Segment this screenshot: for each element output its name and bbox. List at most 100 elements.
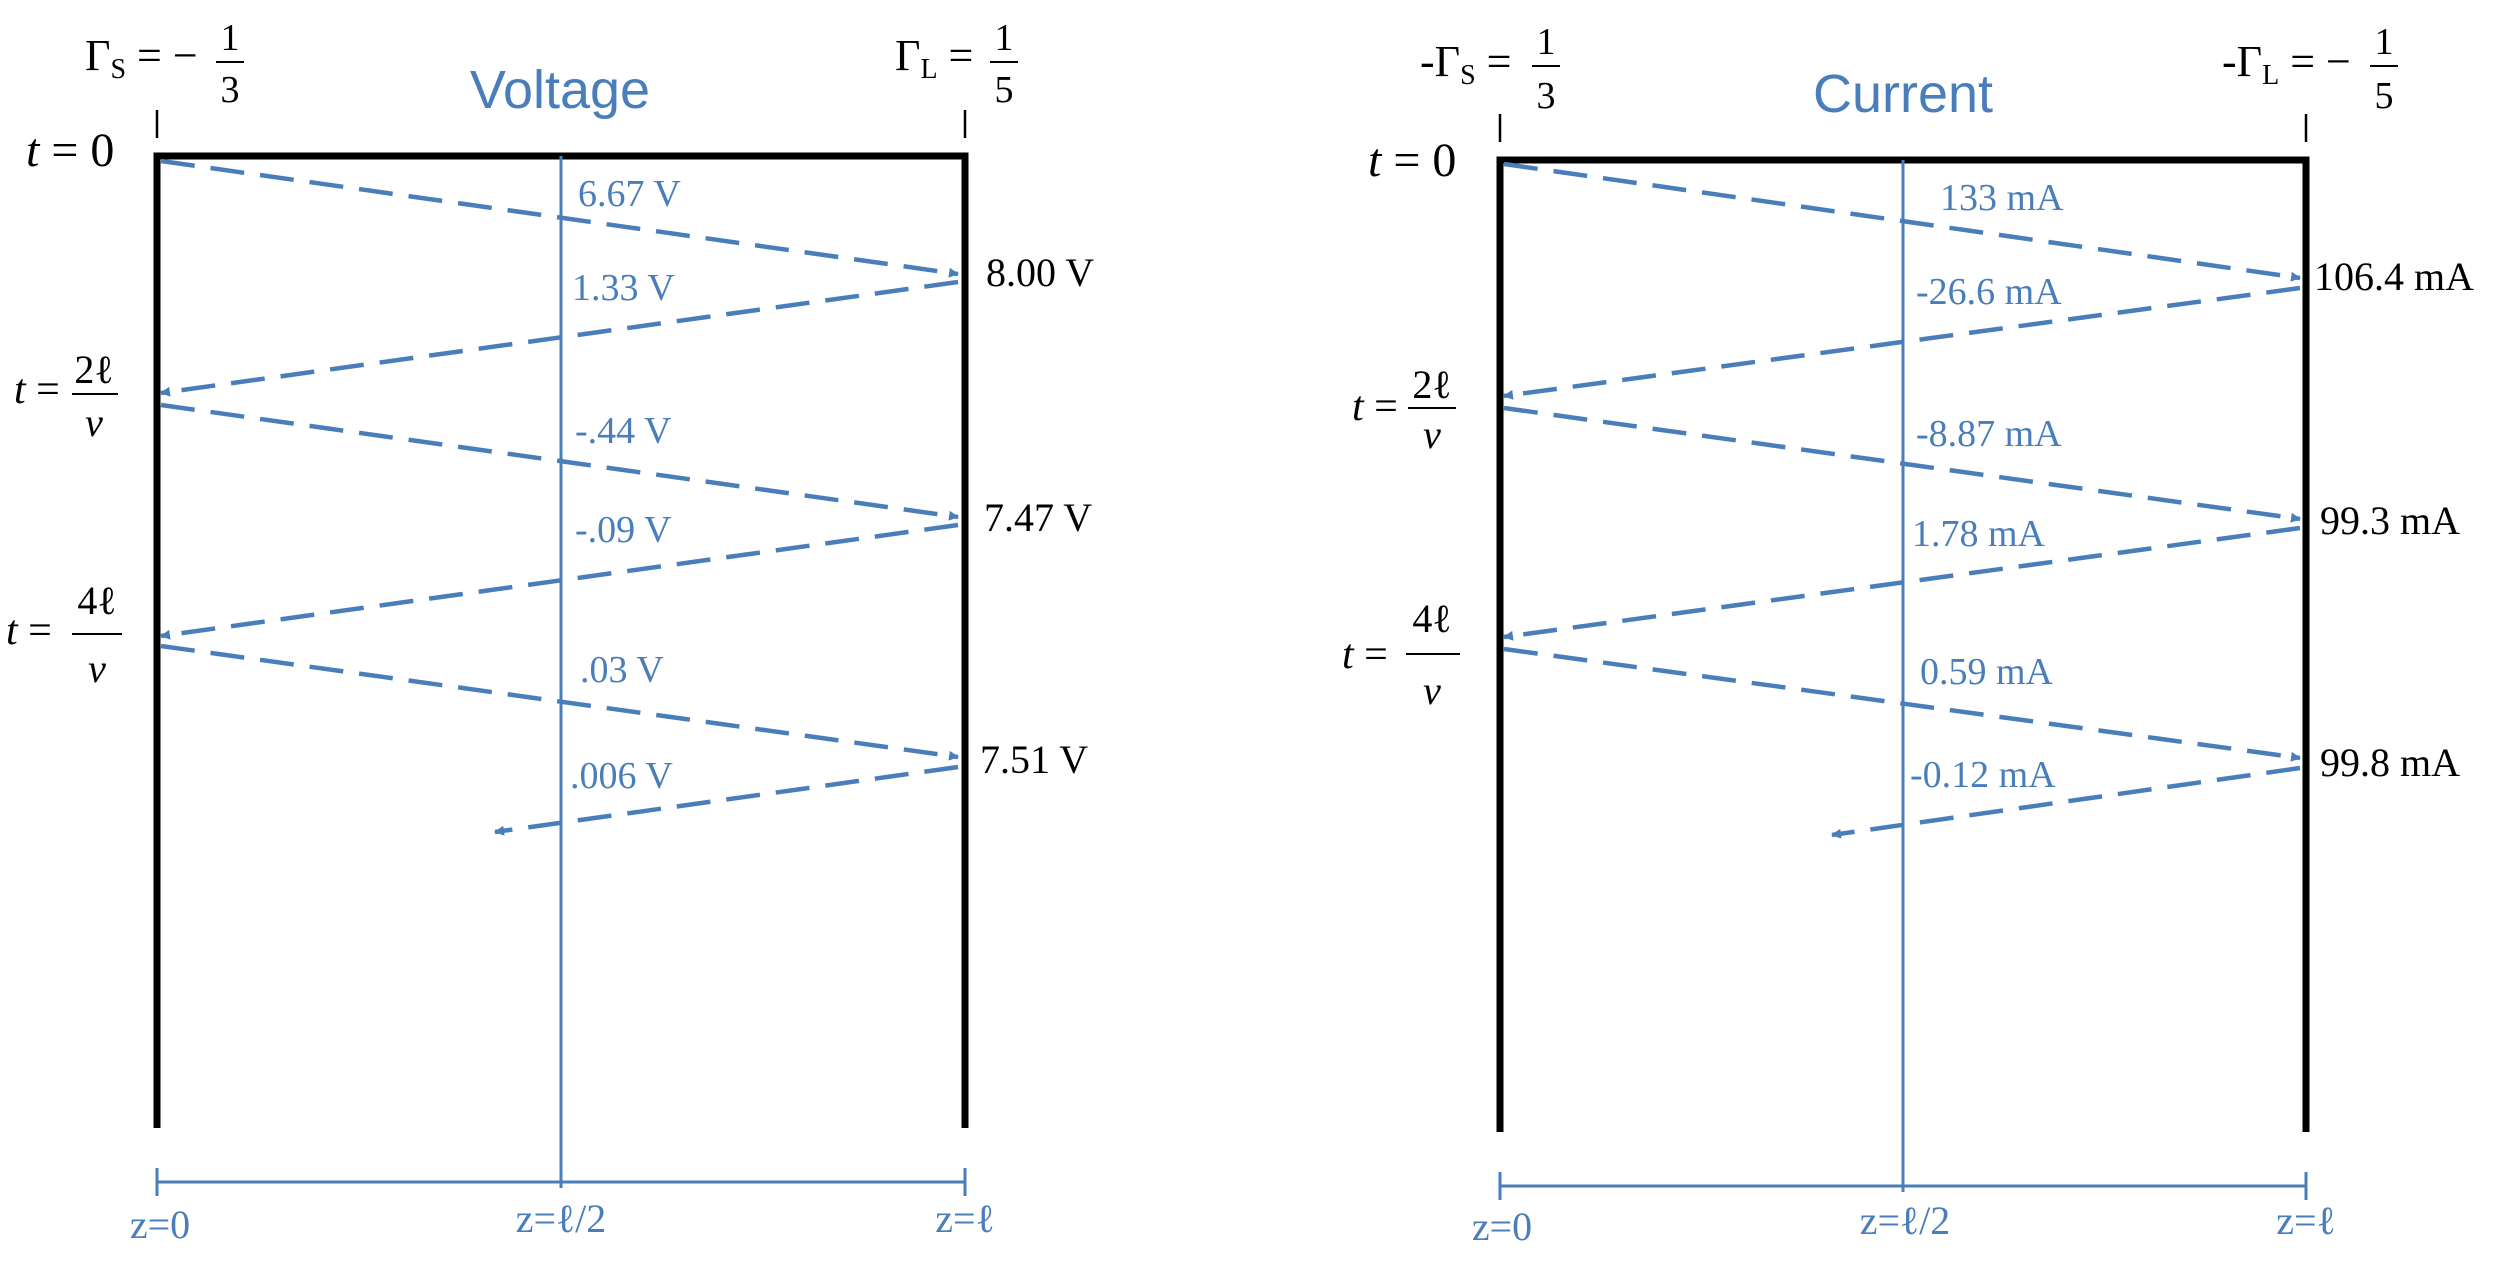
wave-label-1: 6.67 V xyxy=(578,173,681,215)
gamma-symbol: Γ xyxy=(895,31,920,80)
wave-arrow-5 xyxy=(1503,646,2301,762)
current-panel: Current -ΓS = 1 3 -ΓL = − 1 5 t = 0 t = … xyxy=(1342,21,2474,1249)
gamma-symbol: Γ xyxy=(2237,37,2262,86)
t4-denominator: v xyxy=(88,646,106,691)
svg-text:t =: t = xyxy=(1352,384,1398,430)
wave-arrow-2 xyxy=(1503,285,2301,400)
wave-label-6: -0.12 mA xyxy=(1910,754,2056,796)
t2-numerator: 2ℓ xyxy=(74,347,113,392)
wave-arrow-4 xyxy=(1503,525,2301,641)
load-value-3: 99.8 mA xyxy=(2320,740,2460,785)
gamma-s-denominator: 3 xyxy=(1537,75,1556,117)
wave-arrow-6 xyxy=(1831,765,2301,839)
gamma-subscript-l: L xyxy=(2262,60,2279,91)
position-axis xyxy=(155,1168,967,1196)
wave-arrow-4 xyxy=(160,522,959,640)
t2-denominator: v xyxy=(1423,412,1441,457)
svg-text:t = 0: t = 0 xyxy=(1368,134,1456,187)
gamma-s-sign: − xyxy=(173,31,198,80)
wave-label-5: .03 V xyxy=(580,649,664,691)
gamma-s-numerator: 1 xyxy=(1537,21,1556,63)
t4-denominator: v xyxy=(1423,668,1441,713)
time-label-t4: t = 4ℓ v xyxy=(1342,596,1460,713)
gamma-subscript-s: S xyxy=(1460,60,1476,91)
gamma-l-prefix: - xyxy=(2222,37,2237,86)
voltage-panel: Voltage ΓS = − 1 3 ΓL = 1 5 t = 0 t = 2ℓ xyxy=(6,17,1094,1247)
wave-label-4: 1.78 mA xyxy=(1912,513,2046,555)
time-zero-value: 0 xyxy=(90,124,114,177)
wave-label-6: .006 V xyxy=(570,755,673,797)
t4-numerator: 4ℓ xyxy=(77,578,116,623)
position-axis xyxy=(1498,1172,2308,1200)
bounce-arrows xyxy=(1503,161,2301,839)
wave-labels: 6.67 V 1.33 V -.44 V -.09 V .03 V .006 V xyxy=(570,173,681,797)
gamma-subscript-s: S xyxy=(110,54,126,85)
wave-arrow-3 xyxy=(1503,405,2301,523)
svg-text:-ΓL = −: -ΓL = − xyxy=(2222,37,2351,91)
z-label-mid: z=ℓ/2 xyxy=(516,1196,607,1241)
time-label-t0: t = 0 xyxy=(26,124,114,177)
gamma-symbol: Γ xyxy=(85,31,110,80)
z-label-0: z=0 xyxy=(1472,1204,1532,1249)
svg-text:-ΓS =: -ΓS = xyxy=(1420,37,1512,91)
gamma-s-denominator: 3 xyxy=(221,69,240,111)
svg-text:t =: t = xyxy=(6,608,52,654)
load-value-2: 7.47 V xyxy=(984,495,1092,540)
panel-title-current: Current xyxy=(1813,64,1993,124)
position-labels: z=0 z=ℓ/2 z=ℓ xyxy=(130,1196,995,1247)
wave-label-3: -.44 V xyxy=(575,410,672,452)
gamma-s-label: -ΓS = 1 3 xyxy=(1420,21,1560,117)
wave-label-3: -8.87 mA xyxy=(1916,413,2062,455)
wave-arrow-6 xyxy=(494,764,959,836)
time-label-t2: t = 2ℓ v xyxy=(1352,362,1456,457)
svg-text:ΓL =: ΓL = xyxy=(895,31,973,85)
t2-numerator: 2ℓ xyxy=(1412,362,1451,407)
z-label-end: z=ℓ xyxy=(935,1196,994,1241)
gamma-l-numerator: 1 xyxy=(2375,21,2394,63)
svg-text:t =: t = xyxy=(14,367,60,413)
load-values: 8.00 V 7.47 V 7.51 V xyxy=(980,250,1094,782)
svg-text:t = 0: t = 0 xyxy=(26,124,114,177)
gamma-l-numerator: 1 xyxy=(995,17,1014,59)
time-label-t4: t = 4ℓ v xyxy=(6,578,122,691)
wave-label-2: -26.6 mA xyxy=(1916,271,2062,313)
z-label-mid: z=ℓ/2 xyxy=(1860,1198,1951,1243)
load-values: 106.4 mA 99.3 mA 99.8 mA xyxy=(2314,254,2474,785)
gamma-symbol: Γ xyxy=(1435,37,1460,86)
wave-label-1: 133 mA xyxy=(1940,177,2064,219)
wave-label-5: 0.59 mA xyxy=(1920,651,2054,693)
gamma-s-prefix: - xyxy=(1420,37,1435,86)
z-label-end: z=ℓ xyxy=(2276,1198,2335,1243)
load-value-1: 106.4 mA xyxy=(2314,254,2474,299)
position-labels: z=0 z=ℓ/2 z=ℓ xyxy=(1472,1198,2336,1249)
gamma-l-sign: − xyxy=(2326,37,2351,86)
wave-label-2: 1.33 V xyxy=(572,267,675,309)
bounce-arrows xyxy=(160,158,959,836)
wave-arrow-5 xyxy=(160,643,959,761)
t2-denominator: v xyxy=(85,400,103,445)
panel-title-voltage: Voltage xyxy=(470,60,650,120)
wave-arrow-1 xyxy=(1503,161,2301,282)
load-value-3: 7.51 V xyxy=(980,737,1088,782)
load-value-1: 8.00 V xyxy=(986,250,1094,295)
gamma-s-numerator: 1 xyxy=(221,17,240,59)
t4-numerator: 4ℓ xyxy=(1412,596,1451,641)
wave-arrow-2 xyxy=(160,279,959,397)
time-label-t2: t = 2ℓ v xyxy=(14,347,118,445)
gamma-subscript-l: L xyxy=(920,54,937,85)
svg-text:t =: t = xyxy=(1342,632,1388,678)
gamma-l-label: -ΓL = − 1 5 xyxy=(2222,21,2398,117)
load-value-2: 99.3 mA xyxy=(2320,498,2460,543)
z-label-0: z=0 xyxy=(130,1202,190,1247)
gamma-l-denominator: 5 xyxy=(995,69,1014,111)
wave-arrow-1 xyxy=(160,158,959,278)
gamma-s-label: ΓS = − 1 3 xyxy=(85,17,244,111)
wave-arrow-3 xyxy=(160,402,959,521)
gamma-l-label: ΓL = 1 5 xyxy=(895,17,1018,111)
svg-text:ΓS = −: ΓS = − xyxy=(85,31,198,85)
gamma-l-denominator: 5 xyxy=(2375,75,2394,117)
time-label-t0: t = 0 xyxy=(1368,134,1456,187)
wave-label-4: -.09 V xyxy=(575,509,672,551)
